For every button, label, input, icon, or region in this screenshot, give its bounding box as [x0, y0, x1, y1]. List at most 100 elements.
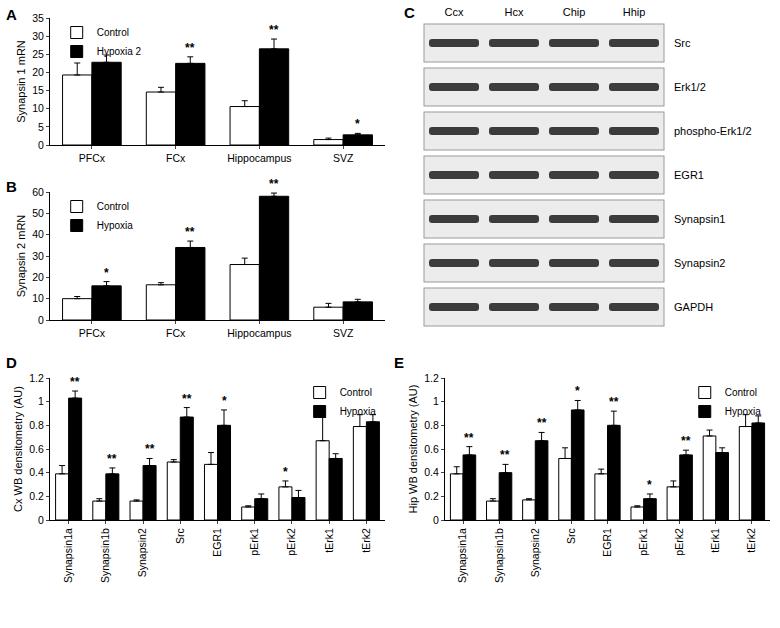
svg-text:**: **	[145, 442, 155, 456]
svg-text:**: **	[107, 452, 117, 466]
svg-text:**: **	[464, 431, 474, 445]
svg-text:10: 10	[32, 292, 44, 304]
svg-text:GAPDH: GAPDH	[674, 301, 713, 313]
svg-text:0.6: 0.6	[424, 443, 439, 455]
svg-text:**: **	[70, 375, 80, 389]
svg-text:Hhip: Hhip	[623, 6, 646, 18]
svg-text:Synapsin1b: Synapsin1b	[99, 528, 111, 583]
svg-text:E: E	[394, 354, 404, 371]
svg-text:**: **	[185, 41, 195, 55]
svg-text:Hip WB densitometry (AU): Hip WB densitometry (AU)	[407, 385, 419, 514]
svg-text:**: **	[500, 448, 510, 462]
svg-text:FCx: FCx	[166, 152, 186, 164]
svg-text:Chip: Chip	[563, 6, 586, 18]
svg-text:FCx: FCx	[166, 327, 186, 339]
svg-text:Src: Src	[674, 37, 691, 49]
svg-text:Hippocampus: Hippocampus	[227, 152, 291, 164]
svg-text:30: 30	[32, 30, 44, 42]
svg-text:Hcx: Hcx	[505, 6, 524, 18]
svg-text:0.8: 0.8	[29, 419, 44, 431]
svg-text:phospho-Erk1/2: phospho-Erk1/2	[674, 125, 752, 137]
svg-text:Synapsin2: Synapsin2	[136, 528, 148, 577]
svg-text:pErk1: pErk1	[637, 528, 649, 556]
svg-text:1.2: 1.2	[424, 372, 439, 384]
svg-text:Hippocampus: Hippocampus	[227, 327, 291, 339]
svg-text:Cx WB densitometry (AU): Cx WB densitometry (AU)	[12, 386, 24, 512]
svg-text:**: **	[681, 434, 691, 448]
svg-text:*: *	[355, 117, 360, 131]
svg-text:EGR1: EGR1	[674, 169, 704, 181]
svg-text:tErk1: tErk1	[709, 528, 721, 553]
svg-text:Synapsin1b: Synapsin1b	[493, 528, 505, 583]
svg-text:pErk2: pErk2	[285, 528, 297, 556]
svg-text:0.2: 0.2	[29, 490, 44, 502]
svg-text:A: A	[6, 6, 17, 23]
svg-text:*: *	[222, 394, 227, 408]
svg-text:25: 25	[32, 48, 44, 60]
svg-text:0.2: 0.2	[424, 490, 439, 502]
svg-text:*: *	[283, 465, 288, 479]
svg-text:Synapsin2: Synapsin2	[529, 528, 541, 577]
svg-text:*: *	[575, 384, 580, 398]
svg-text:EGR1: EGR1	[601, 528, 613, 557]
svg-text:Hypoxia: Hypoxia	[97, 220, 134, 231]
svg-text:SVZ: SVZ	[333, 152, 354, 164]
svg-text:Synapsin 2 mRN: Synapsin 2 mRN	[15, 215, 27, 298]
svg-text:**: **	[269, 177, 279, 191]
svg-text:50: 50	[32, 207, 44, 219]
svg-text:15: 15	[32, 84, 44, 96]
svg-text:**: **	[537, 416, 547, 430]
svg-text:1: 1	[433, 395, 439, 407]
svg-text:C: C	[404, 4, 415, 21]
svg-text:PFCx: PFCx	[79, 152, 106, 164]
svg-text:pErk1: pErk1	[248, 528, 260, 556]
svg-text:Hypoxia: Hypoxia	[725, 406, 762, 417]
svg-text:Control: Control	[97, 27, 129, 38]
svg-text:0.4: 0.4	[29, 466, 44, 478]
svg-text:1: 1	[38, 395, 44, 407]
svg-text:Hypoxia: Hypoxia	[340, 406, 377, 417]
svg-text:0.4: 0.4	[424, 466, 439, 478]
svg-text:Src: Src	[174, 528, 186, 544]
svg-text:D: D	[6, 354, 17, 371]
svg-text:pErk2: pErk2	[673, 528, 685, 556]
svg-text:Src: Src	[565, 528, 577, 544]
svg-text:0: 0	[433, 514, 439, 526]
svg-text:Synapsin 1 mRN: Synapsin 1 mRN	[15, 40, 27, 123]
svg-text:40: 40	[32, 228, 44, 240]
svg-text:0: 0	[38, 139, 44, 151]
svg-text:**: **	[182, 392, 192, 406]
svg-text:SVZ: SVZ	[333, 327, 354, 339]
svg-text:*: *	[647, 478, 652, 492]
svg-text:Control: Control	[97, 201, 129, 212]
svg-text:1.2: 1.2	[29, 372, 44, 384]
svg-text:Synapsin1: Synapsin1	[674, 213, 725, 225]
svg-text:**: **	[269, 23, 279, 37]
svg-text:*: *	[104, 266, 109, 280]
svg-text:35: 35	[32, 12, 44, 24]
svg-text:**: **	[185, 225, 195, 239]
svg-text:60: 60	[32, 186, 44, 198]
svg-text:tErk2: tErk2	[360, 528, 372, 553]
svg-text:20: 20	[32, 66, 44, 78]
svg-text:10: 10	[32, 102, 44, 114]
svg-text:**: **	[609, 395, 619, 409]
svg-text:Erk1/2: Erk1/2	[674, 81, 706, 93]
svg-text:Hypoxia 2: Hypoxia 2	[97, 46, 142, 57]
svg-text:PFCx: PFCx	[79, 327, 106, 339]
svg-text:Control: Control	[725, 387, 757, 398]
svg-text:Synapsin2: Synapsin2	[674, 257, 725, 269]
svg-text:tErk1: tErk1	[323, 528, 335, 553]
svg-text:B: B	[6, 178, 17, 195]
svg-text:0.8: 0.8	[424, 419, 439, 431]
svg-text:30: 30	[32, 250, 44, 262]
svg-text:EGR1: EGR1	[211, 528, 223, 557]
svg-text:Synapsin1a: Synapsin1a	[62, 528, 74, 583]
svg-text:20: 20	[32, 271, 44, 283]
svg-text:Ccx: Ccx	[445, 6, 464, 18]
svg-text:0: 0	[38, 514, 44, 526]
svg-text:Synapsin1a: Synapsin1a	[456, 528, 468, 583]
svg-text:0.6: 0.6	[29, 443, 44, 455]
svg-text:5: 5	[38, 121, 44, 133]
svg-text:Control: Control	[340, 387, 372, 398]
